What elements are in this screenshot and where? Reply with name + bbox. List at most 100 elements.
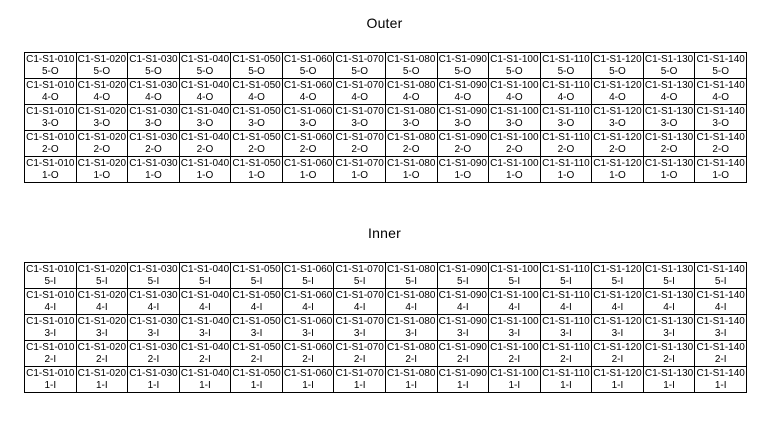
- table-row: C1-S1-0102-O C1-S1-0202-O C1-S1-0302-O C1-S…: [24, 130, 747, 157]
- cell-label: C1-S1-0305-I: [129, 263, 178, 287]
- cell-label: C1-S1-1405-O: [696, 53, 745, 77]
- table-cell: C1-S1-0805-I: [384, 262, 438, 289]
- cell-label: C1-S1-0404-I: [180, 289, 230, 313]
- cell-label: C1-S1-1303-O: [644, 105, 694, 129]
- table-cell: C1-S1-1203-I: [591, 314, 644, 341]
- table-cell: C1-S1-0705-I: [333, 262, 386, 289]
- table-row: C1-S1-0105-I C1-S1-0205-I C1-S1-0305-I C1-S…: [24, 262, 747, 289]
- table-cell: C1-S1-1105-O: [539, 52, 593, 79]
- cell-label: C1-S1-0503-I: [232, 315, 281, 339]
- cell-label: C1-S1-0601-I: [283, 367, 333, 391]
- cell-label: C1-S1-1401-I: [696, 367, 745, 391]
- table-cell: C1-S1-0505-I: [230, 262, 283, 289]
- table-cell: C1-S1-0305-I: [127, 262, 180, 289]
- table-cell: C1-S1-0902-O: [436, 130, 490, 157]
- cell-label: C1-S1-0605-I: [283, 263, 333, 287]
- cell-label: C1-S1-0803-O: [387, 105, 436, 129]
- cell-label: C1-S1-1001-I: [490, 367, 539, 391]
- cell-label: C1-S1-0101-O: [26, 157, 75, 181]
- cell-label: C1-S1-0202-O: [77, 131, 127, 155]
- cell-label: C1-S1-0501-I: [232, 367, 281, 391]
- table-cell: C1-S1-0804-O: [384, 78, 438, 105]
- cell-label: C1-S1-0601-O: [283, 157, 333, 181]
- cell-label: C1-S1-0401-I: [180, 367, 230, 391]
- table-row: C1-S1-0101-O C1-S1-0201-O C1-S1-0301-O C1-S…: [24, 156, 747, 183]
- table-cell: C1-S1-1004-I: [488, 288, 541, 315]
- table-cell: C1-S1-0201-I: [75, 366, 129, 393]
- table-cell: C1-S1-1101-O: [539, 156, 593, 183]
- cell-label: C1-S1-0903-O: [438, 105, 487, 129]
- table-cell: C1-S1-0402-O: [178, 130, 232, 157]
- table-cell: C1-S1-1302-O: [642, 130, 696, 157]
- inner-section-title: Inner: [368, 225, 401, 241]
- cell-label: C1-S1-0401-O: [180, 157, 230, 181]
- cell-label: C1-S1-0402-I: [180, 341, 230, 365]
- cell-label: C1-S1-1102-I: [542, 341, 590, 365]
- table-cell: C1-S1-0204-O: [75, 78, 129, 105]
- cell-label: C1-S1-0205-I: [77, 263, 127, 287]
- cell-label: C1-S1-0303-O: [129, 105, 178, 129]
- table-cell: C1-S1-0301-O: [127, 156, 180, 183]
- cell-label: C1-S1-0905-I: [438, 263, 487, 287]
- table-cell: C1-S1-0803-O: [384, 104, 438, 131]
- table-cell: C1-S1-1102-I: [539, 340, 593, 367]
- table-cell: C1-S1-1405-O: [694, 52, 747, 79]
- cell-label: C1-S1-0105-I: [26, 263, 75, 287]
- cell-label: C1-S1-0203-O: [77, 105, 127, 129]
- table-cell: C1-S1-0105-I: [24, 262, 77, 289]
- cell-label: C1-S1-0802-O: [387, 131, 436, 155]
- cell-label: C1-S1-1005-O: [490, 53, 539, 77]
- cell-label: C1-S1-0602-I: [283, 341, 333, 365]
- table-cell: C1-S1-1001-O: [488, 156, 541, 183]
- cell-label: C1-S1-0104-O: [26, 79, 75, 103]
- cell-label: C1-S1-0603-I: [283, 315, 333, 339]
- cell-label: C1-S1-1305-I: [644, 263, 694, 287]
- table-cell: C1-S1-0701-I: [333, 366, 386, 393]
- table-cell: C1-S1-0805-O: [384, 52, 438, 79]
- table-cell: C1-S1-0304-I: [127, 288, 180, 315]
- table-cell: C1-S1-0403-I: [178, 314, 232, 341]
- table-cell: C1-S1-1104-I: [539, 288, 593, 315]
- table-cell: C1-S1-1203-O: [591, 104, 644, 131]
- table-cell: C1-S1-0601-I: [281, 366, 335, 393]
- cell-label: C1-S1-0704-O: [335, 79, 384, 103]
- cell-label: C1-S1-0201-I: [77, 367, 127, 391]
- cell-label: C1-S1-0602-O: [283, 131, 333, 155]
- cell-label: C1-S1-0505-I: [232, 263, 281, 287]
- table-cell: C1-S1-0403-O: [178, 104, 232, 131]
- cell-label: C1-S1-0805-I: [387, 263, 436, 287]
- cell-label: C1-S1-1205-O: [593, 53, 642, 77]
- cell-label: C1-S1-1301-O: [644, 157, 694, 181]
- table-cell: C1-S1-0104-O: [24, 78, 77, 105]
- cell-label: C1-S1-1403-O: [696, 105, 745, 129]
- cell-label: C1-S1-0705-I: [335, 263, 384, 287]
- table-cell: C1-S1-1303-O: [642, 104, 696, 131]
- table-row: C1-S1-0104-O C1-S1-0204-O C1-S1-0304-O C1-S…: [24, 78, 747, 105]
- table-cell: C1-S1-0604-I: [281, 288, 335, 315]
- table-cell: C1-S1-1201-I: [591, 366, 644, 393]
- cell-label: C1-S1-1005-I: [490, 263, 539, 287]
- cell-label: C1-S1-1002-I: [490, 341, 539, 365]
- cell-label: C1-S1-1101-O: [542, 157, 590, 181]
- table-cell: C1-S1-0502-I: [230, 340, 283, 367]
- table-cell: C1-S1-1202-I: [591, 340, 644, 367]
- table-cell: C1-S1-0703-I: [333, 314, 386, 341]
- table-cell: C1-S1-0102-O: [24, 130, 77, 157]
- table-cell: C1-S1-0902-I: [436, 340, 490, 367]
- table-cell: C1-S1-0201-O: [75, 156, 129, 183]
- table-cell: C1-S1-0904-O: [436, 78, 490, 105]
- cell-label: C1-S1-0105-O: [26, 53, 75, 77]
- cell-label: C1-S1-1304-O: [644, 79, 694, 103]
- table-cell: C1-S1-1302-I: [642, 340, 696, 367]
- cell-label: C1-S1-0901-I: [438, 367, 487, 391]
- table-cell: C1-S1-0203-O: [75, 104, 129, 131]
- table-cell: C1-S1-1202-O: [591, 130, 644, 157]
- table-cell: C1-S1-1001-I: [488, 366, 541, 393]
- table-cell: C1-S1-1303-I: [642, 314, 696, 341]
- cell-label: C1-S1-0704-I: [335, 289, 384, 313]
- table-cell: C1-S1-0803-I: [384, 314, 438, 341]
- cell-label: C1-S1-0901-O: [438, 157, 487, 181]
- table-cell: C1-S1-1104-O: [539, 78, 593, 105]
- table-cell: C1-S1-0205-I: [75, 262, 129, 289]
- table-cell: C1-S1-1401-I: [694, 366, 747, 393]
